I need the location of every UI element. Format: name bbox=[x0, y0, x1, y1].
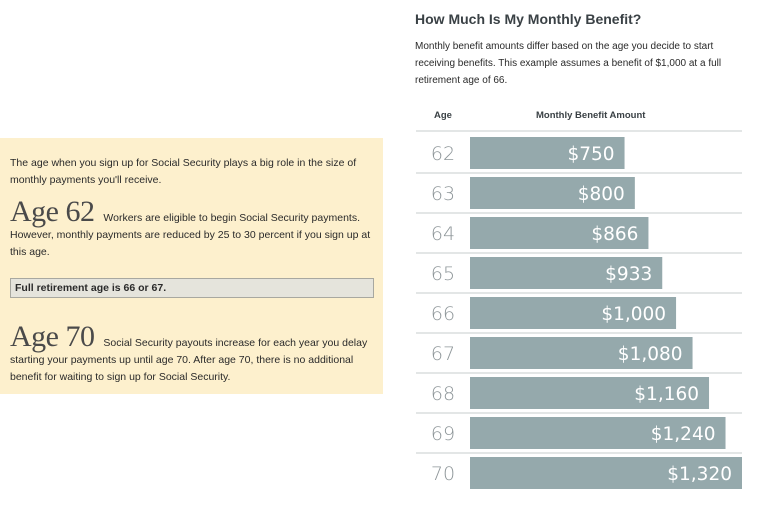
bar-age-69 bbox=[470, 417, 726, 449]
value-label-62: $750 bbox=[567, 144, 614, 165]
bar-age-62 bbox=[470, 137, 625, 169]
age-70-text: Social Security payouts increase for eac… bbox=[10, 337, 368, 383]
info-panel: The age when you sign up for Social Secu… bbox=[0, 138, 383, 394]
chart-description: Monthly benefit amounts differ based on … bbox=[415, 41, 722, 86]
value-label-68: $1,160 bbox=[634, 384, 699, 405]
chart-title: How Much Is My Monthly Benefit? bbox=[415, 11, 642, 27]
bar-age-63 bbox=[470, 177, 635, 209]
age-70-block: Age 70 Social Security payouts increase … bbox=[10, 322, 372, 386]
age-62-text: Workers are eligible to begin Social Sec… bbox=[10, 212, 371, 258]
age-62-block: Age 62 Workers are eligible to begin Soc… bbox=[10, 197, 372, 261]
bar-age-67 bbox=[470, 337, 693, 369]
age-label-64: 64 bbox=[431, 223, 455, 245]
age-label-67: 67 bbox=[431, 343, 455, 365]
full-retirement-note: Full retirement age is 66 or 67. bbox=[10, 278, 374, 298]
bar-age-64 bbox=[470, 217, 649, 249]
value-label-63: $800 bbox=[578, 184, 625, 205]
value-label-69: $1,240 bbox=[651, 424, 716, 445]
value-label-66: $1,000 bbox=[601, 304, 666, 325]
value-label-64: $866 bbox=[591, 224, 638, 245]
value-label-65: $933 bbox=[605, 264, 652, 285]
bar-age-65 bbox=[470, 257, 663, 289]
intro-text: The age when you sign up for Social Secu… bbox=[10, 157, 357, 186]
age-62-heading: Age 62 bbox=[10, 195, 95, 228]
age-label-62: 62 bbox=[431, 143, 455, 165]
age-label-69: 69 bbox=[431, 423, 455, 445]
age-label-68: 68 bbox=[431, 383, 455, 405]
age-label-70: 70 bbox=[431, 463, 455, 485]
age-column-header: Age bbox=[434, 110, 452, 121]
value-label-70: $1,320 bbox=[667, 464, 732, 485]
bar-age-70 bbox=[470, 457, 742, 489]
bar-age-66 bbox=[470, 297, 677, 329]
age-label-66: 66 bbox=[431, 303, 455, 325]
bar-age-68 bbox=[470, 377, 710, 409]
age-70-heading: Age 70 bbox=[10, 320, 95, 353]
age-label-63: 63 bbox=[431, 183, 455, 205]
amount-column-header: Monthly Benefit Amount bbox=[536, 110, 646, 121]
age-label-65: 65 bbox=[431, 263, 455, 285]
value-label-67: $1,080 bbox=[618, 344, 683, 365]
